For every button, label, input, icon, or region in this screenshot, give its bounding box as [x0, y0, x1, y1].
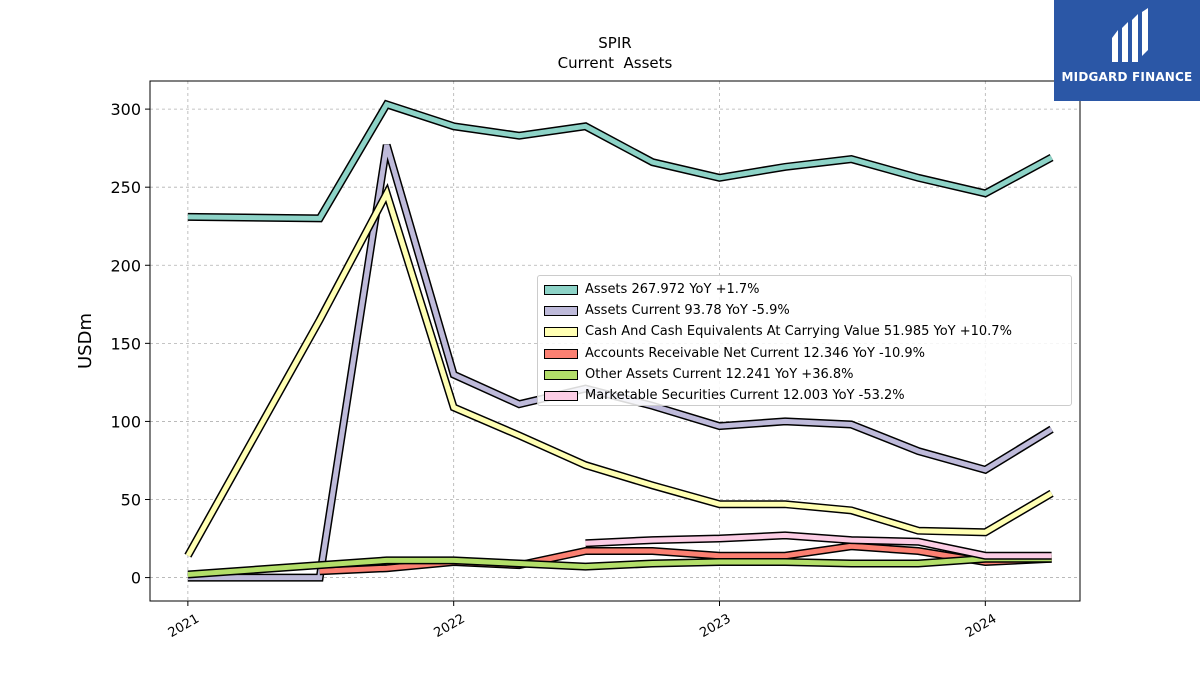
y-tick-label: 100 [110, 412, 141, 431]
series-outline [187, 99, 1054, 223]
plot-frame [149, 80, 1081, 602]
y-tick-label: 50 [121, 490, 141, 509]
y-tick-label: 150 [110, 334, 141, 353]
x-axis: 2021 2022 2023 2024 [166, 601, 999, 641]
legend-swatch [544, 391, 578, 401]
legend-label: Cash And Cash Equivalents At Carrying Va… [585, 324, 1012, 340]
legend-swatch [544, 369, 578, 380]
y-axis: 0 50 100 150 200 250 300 [110, 100, 150, 588]
x-tick-label: 2024 [963, 611, 999, 641]
chart-title: SPIR [598, 34, 631, 52]
series-line-0 [187, 101, 1053, 221]
legend-swatch [544, 348, 578, 359]
x-tick-label: 2021 [166, 611, 202, 641]
legend-swatch [544, 327, 578, 338]
logo-text: MIDGARD FINANCE [1061, 70, 1193, 84]
y-tick-label: 250 [110, 178, 141, 197]
series-line-2 [185, 186, 1053, 557]
series-line-4 [187, 556, 1052, 577]
legend-swatch [544, 306, 578, 317]
legend-label: Assets Current 93.78 YoY -5.9% [585, 303, 790, 319]
legend-label: Assets 267.972 YoY +1.7% [585, 282, 760, 297]
series-line-5 [585, 532, 1052, 559]
x-tick-label: 2023 [697, 611, 733, 641]
y-axis-label: USDm [75, 313, 96, 369]
y-tick-label: 300 [110, 100, 141, 119]
legend-swatch [544, 285, 578, 295]
legend-label: Other Assets Current 12.241 YoY +36.8% [585, 366, 854, 382]
series-layer [184, 99, 1054, 582]
legend-label: Marketable Securities Current 12.003 YoY… [585, 388, 905, 403]
logo-mark-icon [1112, 8, 1148, 62]
brand-logo: MIDGARD FINANCE [1054, 0, 1200, 101]
x-tick-label: 2022 [432, 611, 468, 641]
y-tick-label: 0 [131, 569, 141, 588]
y-tick-label: 200 [110, 256, 141, 275]
legend-label: Accounts Receivable Net Current 12.346 Y… [585, 345, 926, 361]
legend: Assets 267.972 YoY +1.7% Assets Current 9… [537, 275, 1072, 406]
chart-subtitle: Current Assets [558, 54, 673, 72]
